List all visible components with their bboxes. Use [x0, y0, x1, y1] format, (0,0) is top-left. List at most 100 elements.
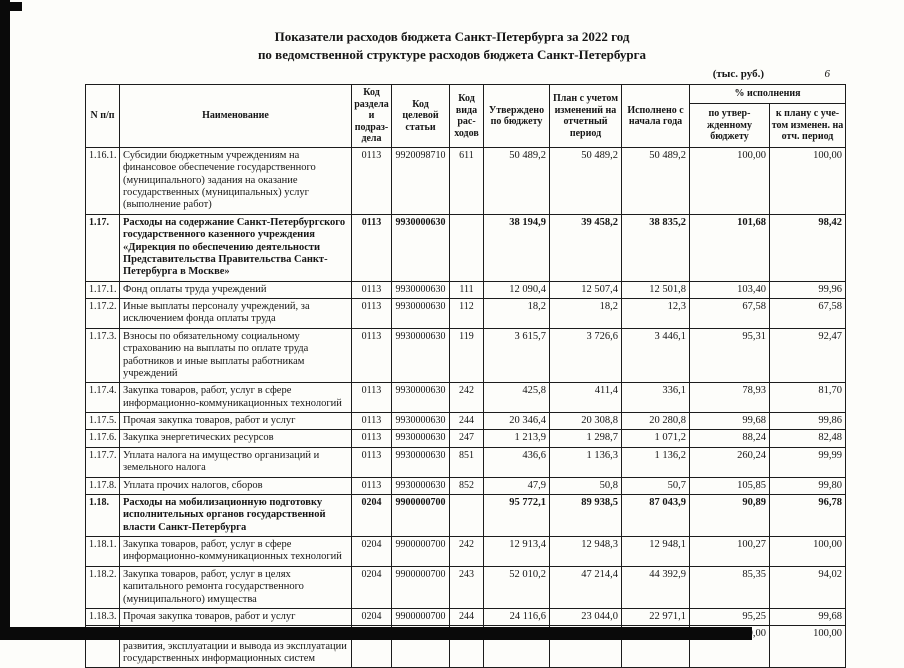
- row-name: Расходы на мобилизационную подготовку ис…: [119, 493, 352, 538]
- row-target-code: 9930000630: [391, 476, 450, 495]
- table-header: N п/п Наименование Код раздела и подраз-…: [85, 84, 847, 148]
- header-executed: Исполнено с начала года: [621, 84, 690, 148]
- header-plan: План с учетом изменений на отчетный пери…: [549, 84, 622, 148]
- row-pct-budget: 99,68: [689, 411, 770, 431]
- row-executed: 12,3: [621, 298, 690, 329]
- row-pct-plan: 100,00: [768, 536, 847, 567]
- row-number: 1.17.2.: [85, 298, 120, 329]
- row-pct-budget: 105,85: [689, 476, 770, 495]
- row-target-code: 9930000630: [391, 446, 450, 478]
- row-approved: 95 772,1: [483, 493, 550, 538]
- row-section-code: 0113: [351, 446, 392, 478]
- row-name: Прочая закупка товаров, работ и услуг: [119, 411, 352, 431]
- row-pct-plan: 99,99: [768, 446, 847, 478]
- row-executed: 1 136,2: [621, 446, 690, 478]
- row-plan: 12 507,4: [549, 280, 622, 300]
- row-executed: 38 835,2: [621, 213, 690, 282]
- row-section-code: 0113: [351, 213, 392, 282]
- row-approved: 18,2: [483, 298, 550, 329]
- table-row: 1.18.3. Прочая закупка товаров, работ и …: [85, 607, 847, 627]
- row-target-code: 9920098710: [391, 146, 450, 215]
- table-body: 1.16.1. Субсидии бюджетным учреждениям н…: [85, 146, 847, 668]
- row-number: 1.17.5.: [85, 411, 120, 431]
- row-number: 1.18.: [85, 493, 120, 538]
- row-type-code: 611: [449, 146, 484, 215]
- row-name: Уплата прочих налогов, сборов: [119, 476, 352, 495]
- header-section-code: Код раздела и подраз-дела: [351, 84, 392, 148]
- title-line-1: Показатели расходов бюджета Санкт-Петерб…: [274, 29, 630, 44]
- row-plan: 20 308,8: [549, 411, 622, 431]
- document-title: Показатели расходов бюджета Санкт-Петерб…: [0, 28, 904, 64]
- row-pct-plan: 82,48: [768, 429, 847, 448]
- row-pct-budget: 100,27: [689, 536, 770, 567]
- table-row: 1.17.1. Фонд оплаты труда учреждений 011…: [85, 280, 847, 300]
- row-target-code: 9930000630: [391, 327, 450, 384]
- row-type-code: 851: [449, 446, 484, 478]
- row-section-code: 0113: [351, 411, 392, 431]
- row-section-code: 0113: [351, 146, 392, 215]
- row-approved: 20 346,4: [483, 411, 550, 431]
- row-section-code: 0113: [351, 280, 392, 300]
- row-approved: 3 615,7: [483, 327, 550, 384]
- row-section-code: 0113: [351, 382, 392, 413]
- row-approved: 425,8: [483, 382, 550, 413]
- row-pct-budget: 90,89: [689, 493, 770, 538]
- header-target-code: Код целевой статьи: [391, 84, 450, 148]
- row-number: 1.18.3.: [85, 607, 120, 627]
- row-target-code: 9900000700: [391, 565, 450, 609]
- row-executed: 1 071,2: [621, 429, 690, 448]
- row-pct-plan: 94,02: [768, 565, 847, 609]
- row-approved: 436,6: [483, 446, 550, 478]
- row-section-code: 0204: [351, 493, 392, 538]
- row-executed: 44 392,9: [621, 565, 690, 609]
- row-executed: 22 971,1: [621, 607, 690, 627]
- scan-edge-bottom: [0, 627, 752, 640]
- row-pct-budget: 95,25: [689, 607, 770, 627]
- row-plan: 3 726,6: [549, 327, 622, 384]
- meta-line: (тыс. руб.) 6: [0, 68, 904, 84]
- table-row: 1.18.2. Закупка товаров, работ, услуг в …: [85, 565, 847, 609]
- row-target-code: 9930000630: [391, 411, 450, 431]
- row-pct-plan: 99,68: [768, 607, 847, 627]
- row-pct-plan: 98,42: [768, 213, 847, 282]
- row-number: 1.18.1.: [85, 536, 120, 567]
- row-number: 1.17.6.: [85, 429, 120, 448]
- row-name: Иные выплаты персоналу учреждений, за ис…: [119, 298, 352, 329]
- row-number: 1.17.1.: [85, 280, 120, 300]
- row-approved: 50 489,2: [483, 146, 550, 215]
- row-pct-budget: 101,68: [689, 213, 770, 282]
- table-row: 1.17.3. Взносы по обязательному социальн…: [85, 327, 847, 384]
- row-number: 1.16.1.: [85, 146, 120, 215]
- row-pct-plan: 96,78: [768, 493, 847, 538]
- row-target-code: 9900000700: [391, 536, 450, 567]
- row-name: Закупка энергетических ресурсов: [119, 429, 352, 448]
- header-type-code: Код вида рас-ходов: [449, 84, 484, 148]
- row-executed: 3 446,1: [621, 327, 690, 384]
- row-plan: 39 458,2: [549, 213, 622, 282]
- row-approved: 52 010,2: [483, 565, 550, 609]
- row-name: Расходы на содержание Санкт-Петербургско…: [119, 213, 352, 282]
- row-plan: 411,4: [549, 382, 622, 413]
- row-pct-budget: 95,31: [689, 327, 770, 384]
- header-percent-budget: по утвер-жденному бюджету: [689, 102, 770, 148]
- row-name: Закупка товаров, работ, услуг в сфере ин…: [119, 536, 352, 567]
- units-note: (тыс. руб.): [712, 68, 764, 81]
- row-plan: 1 298,7: [549, 429, 622, 448]
- row-executed: 50 489,2: [621, 146, 690, 215]
- table-row: 1.17.8. Уплата прочих налогов, сборов 01…: [85, 476, 847, 495]
- row-pct-plan: 99,96: [768, 280, 847, 300]
- row-type-code: 242: [449, 382, 484, 413]
- row-section-code: 0204: [351, 565, 392, 609]
- row-type-code: 119: [449, 327, 484, 384]
- row-pct-plan: 100,00: [768, 146, 847, 215]
- row-target-code: 9930000630: [391, 429, 450, 448]
- row-plan: 12 948,3: [549, 536, 622, 567]
- row-type-code: 852: [449, 476, 484, 495]
- scan-edge-left: [0, 0, 10, 640]
- row-approved: 12 090,4: [483, 280, 550, 300]
- row-target-code: 9930000630: [391, 298, 450, 329]
- row-approved: 47,9: [483, 476, 550, 495]
- row-pct-budget: 260,24: [689, 446, 770, 478]
- row-name: Субсидии бюджетным учреждениям на финанс…: [119, 146, 352, 215]
